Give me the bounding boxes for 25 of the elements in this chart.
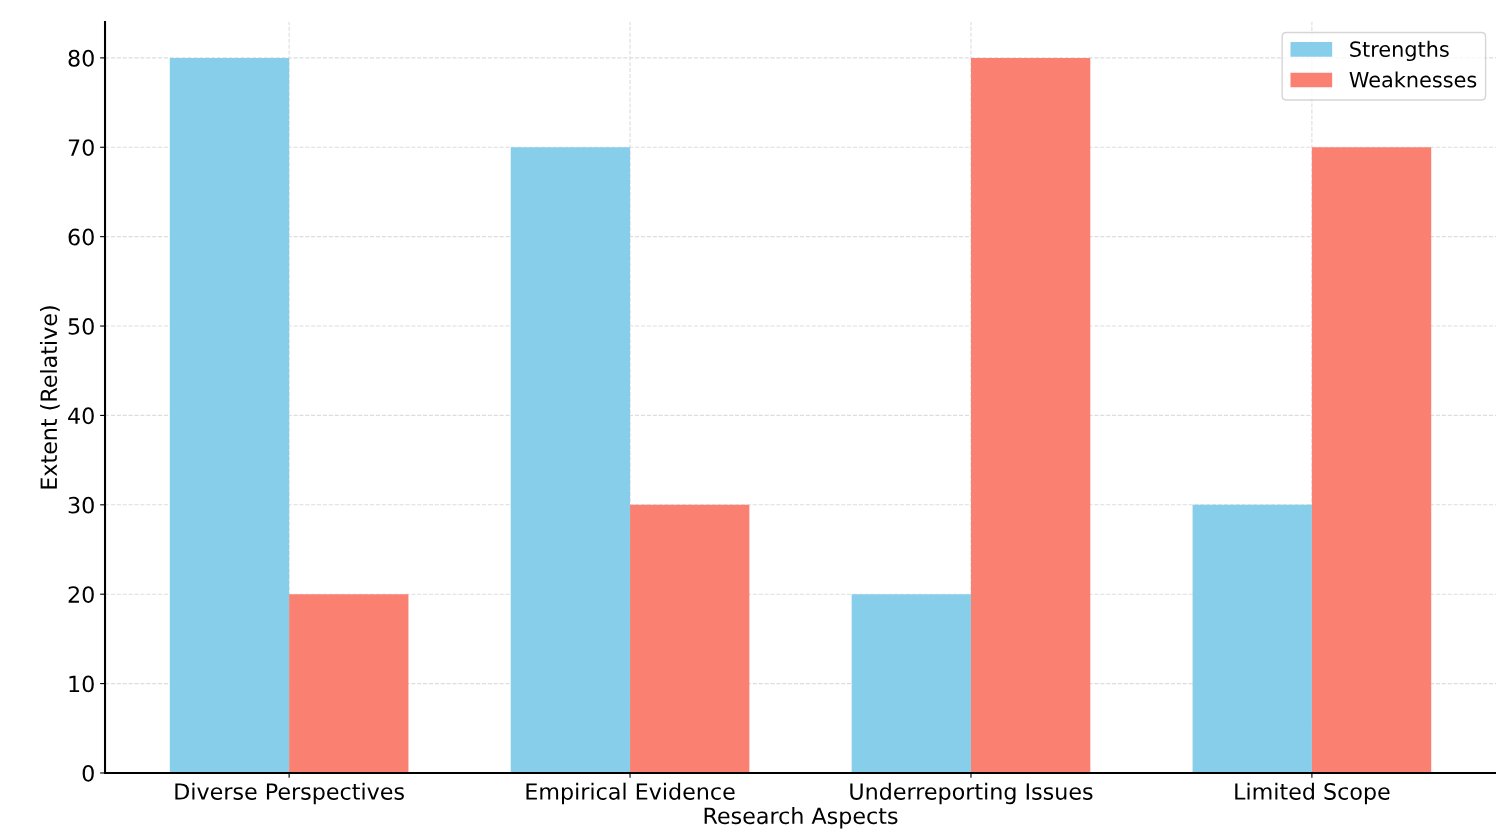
- bar: [510, 147, 631, 773]
- y-tick-label: 60: [68, 228, 94, 246]
- x-tick-label: Diverse Perspectives: [175, 782, 404, 805]
- y-tick-label: 30: [68, 496, 94, 514]
- bar: [970, 57, 1091, 773]
- bar: [169, 57, 290, 773]
- y-axis-title: Extent (Relative): [39, 306, 60, 489]
- legend-label: Strengths: [1350, 40, 1449, 62]
- x-tick-label: Limited Scope: [1235, 782, 1390, 805]
- y-tick-label: 10: [69, 675, 94, 693]
- x-axis-title: Research Aspects: [704, 806, 898, 829]
- bar: [289, 594, 409, 773]
- y-tick-label: 0: [82, 764, 94, 782]
- bar: [851, 594, 971, 773]
- y-tick-label: 20: [68, 586, 94, 603]
- bar: [1192, 504, 1312, 773]
- y-tick-label: 40: [68, 407, 94, 425]
- legend-label: Weaknesses: [1349, 71, 1477, 88]
- x-tick-label: Underreporting Issues: [850, 782, 1093, 805]
- bar: [630, 504, 750, 773]
- y-tick-label: 70: [68, 139, 94, 157]
- y-tick-label: 50: [68, 317, 94, 335]
- x-tick-label: Empirical Evidence: [526, 782, 735, 805]
- bar: [1311, 147, 1432, 773]
- y-tick-label: 80: [68, 49, 94, 67]
